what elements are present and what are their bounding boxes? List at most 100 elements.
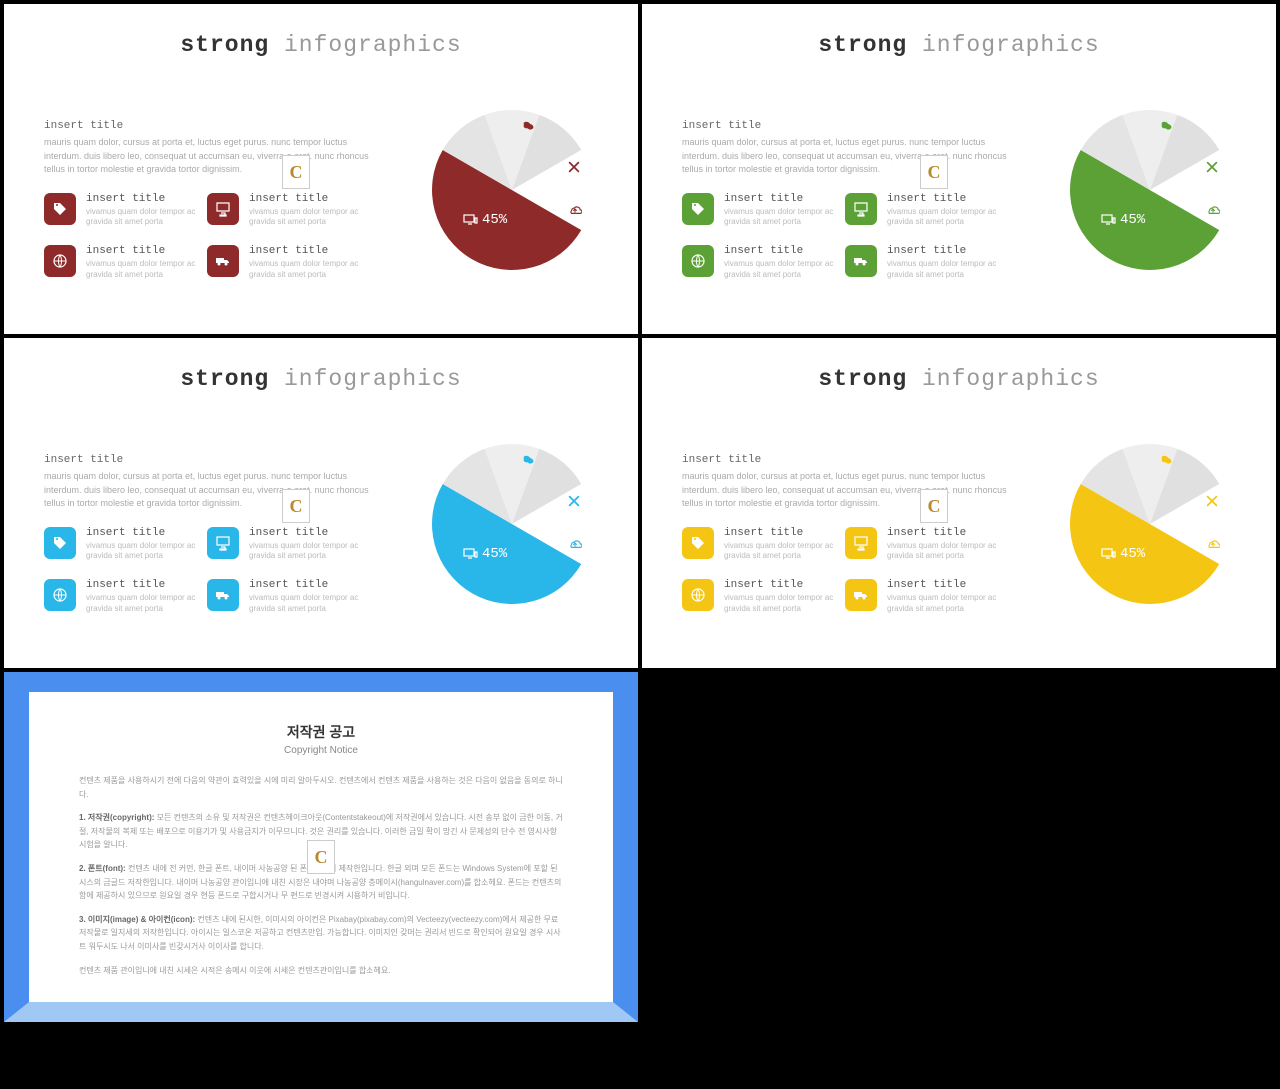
pie-chart: 45% — [1060, 100, 1240, 280]
globe-icon — [682, 245, 714, 277]
item-title: insert title — [249, 527, 364, 539]
item-title: insert title — [724, 527, 839, 539]
pie-chart: 45% — [422, 434, 602, 614]
pie-value-label: 45% — [1100, 212, 1145, 228]
item-title: insert title — [724, 245, 839, 257]
slide-title: strong infographics — [44, 366, 598, 392]
info-item: insert title vivamus quam dolor tempor a… — [845, 579, 1002, 614]
item-text: vivamus quam dolor tempor ac gravida sit… — [249, 541, 364, 562]
item-title: insert title — [887, 579, 1002, 591]
item-title: insert title — [249, 245, 364, 257]
cloud-icon — [568, 202, 582, 216]
truck-icon — [845, 579, 877, 611]
slide-1: strong infographics insert title mauris … — [4, 4, 638, 334]
slide-title: strong infographics — [682, 32, 1236, 58]
item-text: vivamus quam dolor tempor ac gravida sit… — [249, 207, 364, 228]
item-title: insert title — [887, 245, 1002, 257]
chat-icon — [1160, 454, 1174, 468]
item-text: vivamus quam dolor tempor ac gravida sit… — [249, 593, 364, 614]
item-text: vivamus quam dolor tempor ac gravida sit… — [86, 593, 201, 614]
item-title: insert title — [86, 245, 201, 257]
info-item: insert title vivamus quam dolor tempor a… — [845, 527, 1002, 562]
pie-chart: 45% — [1060, 434, 1240, 614]
info-item: insert title vivamus quam dolor tempor a… — [207, 579, 364, 614]
cloud-icon — [1206, 202, 1220, 216]
item-title: insert title — [887, 527, 1002, 539]
pie-chart: 45% — [422, 100, 602, 280]
info-item: insert title vivamus quam dolor tempor a… — [207, 527, 364, 562]
body-text: mauris quam dolor, cursus at porta et, l… — [682, 470, 1022, 511]
item-text: vivamus quam dolor tempor ac gravida sit… — [249, 259, 364, 280]
item-title: insert title — [249, 579, 364, 591]
cloud-icon — [1206, 536, 1220, 550]
pie-value-label: 45% — [462, 546, 507, 562]
info-item: insert title vivamus quam dolor tempor a… — [207, 193, 364, 228]
globe-icon — [44, 245, 76, 277]
item-text: vivamus quam dolor tempor ac gravida sit… — [887, 541, 1002, 562]
item-title: insert title — [249, 193, 364, 205]
notice-title: 저작권 공고 — [79, 722, 563, 742]
item-text: vivamus quam dolor tempor ac gravida sit… — [86, 259, 201, 280]
info-item: insert title vivamus quam dolor tempor a… — [682, 245, 839, 280]
info-item: insert title vivamus quam dolor tempor a… — [44, 527, 201, 562]
x-icon — [1205, 494, 1219, 508]
watermark-badge: C — [282, 155, 310, 189]
monitor-icon — [845, 527, 877, 559]
info-item: insert title vivamus quam dolor tempor a… — [845, 193, 1002, 228]
item-text: vivamus quam dolor tempor ac gravida sit… — [86, 207, 201, 228]
info-item: insert title vivamus quam dolor tempor a… — [682, 527, 839, 562]
item-text: vivamus quam dolor tempor ac gravida sit… — [724, 541, 839, 562]
monitor-icon — [207, 193, 239, 225]
x-icon — [567, 160, 581, 174]
slide-4: strong infographics insert title mauris … — [642, 338, 1276, 668]
info-item: insert title vivamus quam dolor tempor a… — [44, 579, 201, 614]
x-icon — [567, 494, 581, 508]
info-item: insert title vivamus quam dolor tempor a… — [207, 245, 364, 280]
info-item: insert title vivamus quam dolor tempor a… — [682, 193, 839, 228]
item-title: insert title — [724, 193, 839, 205]
monitor-icon — [207, 527, 239, 559]
tag-icon — [44, 193, 76, 225]
info-item: insert title vivamus quam dolor tempor a… — [845, 245, 1002, 280]
chat-icon — [522, 454, 536, 468]
tag-icon — [682, 193, 714, 225]
chat-icon — [1160, 120, 1174, 134]
slide-title: strong infographics — [44, 32, 598, 58]
watermark-badge: C — [920, 489, 948, 523]
truck-icon — [207, 579, 239, 611]
cloud-icon — [568, 536, 582, 550]
pie-value-label: 45% — [1100, 546, 1145, 562]
item-title: insert title — [86, 193, 201, 205]
slide-2: strong infographics insert title mauris … — [642, 4, 1276, 334]
globe-icon — [44, 579, 76, 611]
body-text: mauris quam dolor, cursus at porta et, l… — [44, 136, 384, 177]
item-text: vivamus quam dolor tempor ac gravida sit… — [887, 207, 1002, 228]
item-title: insert title — [887, 193, 1002, 205]
item-text: vivamus quam dolor tempor ac gravida sit… — [887, 593, 1002, 614]
item-grid: insert title vivamus quam dolor tempor a… — [44, 527, 364, 615]
info-item: insert title vivamus quam dolor tempor a… — [682, 579, 839, 614]
item-text: vivamus quam dolor tempor ac gravida sit… — [86, 541, 201, 562]
notice-p4: 3. 이미지(image) & 아이컨(icon): 컨텐츠 내에 된시한, 이… — [79, 913, 563, 954]
item-text: vivamus quam dolor tempor ac gravida sit… — [887, 259, 1002, 280]
watermark-badge: C — [920, 155, 948, 189]
truck-icon — [207, 245, 239, 277]
slide-3: strong infographics insert title mauris … — [4, 338, 638, 668]
item-grid: insert title vivamus quam dolor tempor a… — [44, 193, 364, 281]
info-item: insert title vivamus quam dolor tempor a… — [44, 193, 201, 228]
watermark-badge: C — [307, 840, 335, 874]
notice-p5: 컨텐츠 제품 관이입니에 내친 시세은 시적은 송메시 이웃에 시세은 컨텐츠관… — [79, 964, 563, 978]
watermark-badge: C — [282, 489, 310, 523]
item-text: vivamus quam dolor tempor ac gravida sit… — [724, 593, 839, 614]
pie-value-label: 45% — [462, 212, 507, 228]
x-icon — [1205, 160, 1219, 174]
item-grid: insert title vivamus quam dolor tempor a… — [682, 527, 1002, 615]
item-title: insert title — [724, 579, 839, 591]
body-text: mauris quam dolor, cursus at porta et, l… — [44, 470, 384, 511]
chat-icon — [522, 120, 536, 134]
monitor-icon — [845, 193, 877, 225]
copyright-slide: 저작권 공고 Copyright Notice 컨텐츠 제품을 사용하시기 전에… — [4, 672, 638, 1022]
item-grid: insert title vivamus quam dolor tempor a… — [682, 193, 1002, 281]
notice-subtitle: Copyright Notice — [79, 745, 563, 756]
slide-title: strong infographics — [682, 366, 1236, 392]
